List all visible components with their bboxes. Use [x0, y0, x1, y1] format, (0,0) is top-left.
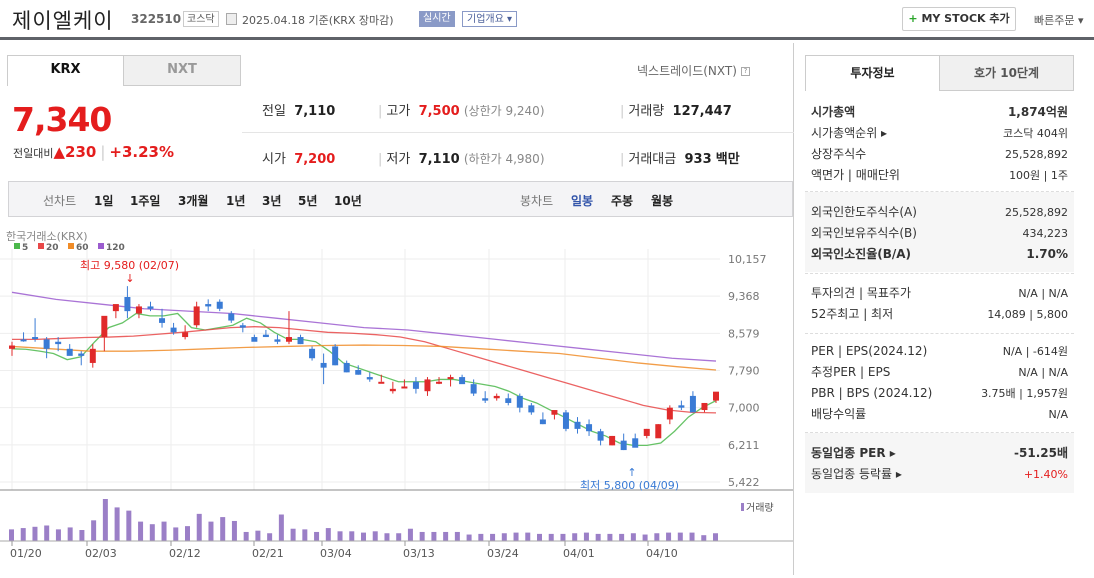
svg-text:↑: ↑: [627, 466, 636, 479]
candle-daily[interactable]: 일봉: [571, 194, 594, 208]
info-row: 외국인보유주식수(B) 434,223: [811, 226, 1068, 240]
foreign-section: 외국인한도주식수(A) 25,528,892 외국인보유주식수(B) 434,223 외…: [805, 192, 1074, 272]
period-3m[interactable]: 3개월: [178, 194, 209, 208]
market-badge: 코스닥: [183, 11, 219, 27]
price-change: 전일대비▲230 | +3.23%: [13, 143, 175, 161]
period-1y[interactable]: 1년: [226, 194, 246, 208]
day-high: | 고가 7,500 (상한가 9,240): [378, 104, 545, 119]
stock-code: 322510: [131, 12, 182, 26]
svg-text:7,790: 7,790: [728, 365, 760, 378]
svg-text:한국거래소(KRX): 한국거래소(KRX): [6, 230, 88, 243]
svg-text:02/21: 02/21: [252, 547, 284, 560]
info-row: 추정PER | EPS N/A | N/A: [811, 365, 1068, 379]
svg-text:03/24: 03/24: [487, 547, 519, 560]
info-row: 시가총액 1,874억원: [811, 105, 1068, 119]
period-10y[interactable]: 10년: [334, 194, 362, 208]
svg-text:최고 9,580 (02/07): 최고 9,580 (02/07): [80, 259, 179, 272]
info-row: 외국인한도주식수(A) 25,528,892: [811, 205, 1068, 219]
info-row: PER | EPS(2024.12) N/A | -614원: [811, 344, 1068, 358]
line-chart-label: 선차트: [43, 194, 77, 208]
svg-text:03/13: 03/13: [403, 547, 435, 560]
candle-chart-label: 봉차트: [520, 194, 554, 208]
period-1w[interactable]: 1주일: [130, 194, 161, 208]
tab-krx[interactable]: KRX: [7, 55, 124, 86]
day-low: | 저가 7,110 (하한가 4,980): [378, 152, 545, 167]
open-price: 시가 7,200: [262, 152, 336, 167]
quick-order-dropdown[interactable]: 빠른주문 ▾: [1034, 14, 1084, 27]
calendar-icon: [226, 13, 237, 25]
current-price: 7,340: [12, 100, 112, 139]
plus-icon: +: [908, 12, 918, 25]
svg-text:04/10: 04/10: [646, 547, 678, 560]
svg-text:02/03: 02/03: [85, 547, 117, 560]
help-icon[interactable]: ?: [740, 67, 750, 76]
period-5y[interactable]: 5년: [298, 194, 318, 208]
candle-weekly[interactable]: 주봉: [611, 194, 634, 208]
info-row: 시가총액순위 ▸ 코스닥 404위: [811, 126, 1068, 140]
svg-text:10,157: 10,157: [728, 253, 767, 266]
stock-title: 제이엘케이: [12, 9, 114, 33]
candle-monthly[interactable]: 월봉: [651, 194, 674, 208]
info-row: 배당수익률 N/A: [811, 407, 1068, 421]
period-1d[interactable]: 1일: [94, 194, 114, 208]
svg-text:02/12: 02/12: [169, 547, 201, 560]
my-stock-add-button[interactable]: + MY STOCK 추가: [902, 7, 1016, 31]
panel-divider: [793, 43, 794, 575]
svg-text:7,000: 7,000: [728, 402, 760, 415]
info-row: 투자의견 | 목표주가 N/A | N/A: [811, 286, 1068, 300]
nxt-link[interactable]: 넥스트레이드(NXT)?: [637, 62, 750, 79]
company-overview-dropdown[interactable]: 기업개요 ▾: [462, 11, 517, 27]
svg-text:60: 60: [76, 243, 89, 253]
info-row: PBR | BPS (2024.12) 3.75배 | 1,957원: [811, 386, 1068, 400]
svg-text:8,579: 8,579: [728, 327, 760, 340]
svg-text:5,422: 5,422: [728, 476, 760, 489]
price-chart[interactable]: 한국거래소(KRX) 5 20 60 120 10,157 9,368 8,579 7,790 7…: [0, 224, 793, 575]
svg-text:04/01: 04/01: [563, 547, 595, 560]
prev-close: 전일 7,110: [262, 104, 336, 119]
realtime-button[interactable]: 실시간: [419, 11, 455, 27]
stock-header: 제이엘케이 322510 코스닥 2025.04.18 기준(KRX 장마감) …: [0, 0, 1094, 40]
info-row: 상장주식수 25,528,892: [811, 147, 1068, 161]
svg-text:9,368: 9,368: [728, 290, 760, 303]
quote-date: 2025.04.18 기준(KRX 장마감): [242, 14, 394, 27]
up-arrow-icon: ▲: [53, 143, 66, 161]
svg-text:120: 120: [106, 243, 125, 253]
svg-text:01/20: 01/20: [10, 547, 42, 560]
svg-text:20: 20: [46, 243, 59, 253]
info-row: 외국인소진율(B/A) 1.70%: [811, 247, 1068, 261]
trade-amount: | 거래대금 933 백만: [620, 152, 740, 167]
info-row: 동일업종 등락률 ▸ +1.40%: [811, 467, 1068, 481]
info-row: 52주최고 | 최저 14,089 | 5,800: [811, 307, 1068, 321]
period-3y[interactable]: 3년: [262, 194, 282, 208]
info-row: 액면가 | 매매단위 100원 | 1주: [811, 168, 1068, 182]
volume: | 거래량 127,447: [620, 104, 732, 119]
svg-text:최저 5,800 (04/09): 최저 5,800 (04/09): [580, 479, 679, 492]
svg-text:거래량: 거래량: [746, 502, 774, 514]
tab-orderbook[interactable]: 호가 10단계: [939, 55, 1074, 91]
svg-text:03/04: 03/04: [320, 547, 352, 560]
opinion-section: 투자의견 | 목표주가 N/A | N/A 52주최고 | 최저 14,089 | 5…: [805, 283, 1074, 325]
tab-nxt[interactable]: NXT: [123, 55, 241, 86]
svg-text:5: 5: [22, 243, 28, 253]
chart-toolbar: 선차트 1일 1주일 3개월 1년 3년 5년 10년 봉차트 일봉 주봉 월봉: [8, 181, 793, 217]
svg-text:6,211: 6,211: [728, 439, 760, 452]
info-row: 동일업종 PER ▸ -51.25배: [811, 446, 1068, 460]
svg-text:↓: ↓: [125, 272, 134, 285]
tab-invest-info[interactable]: 투자정보: [805, 55, 940, 91]
